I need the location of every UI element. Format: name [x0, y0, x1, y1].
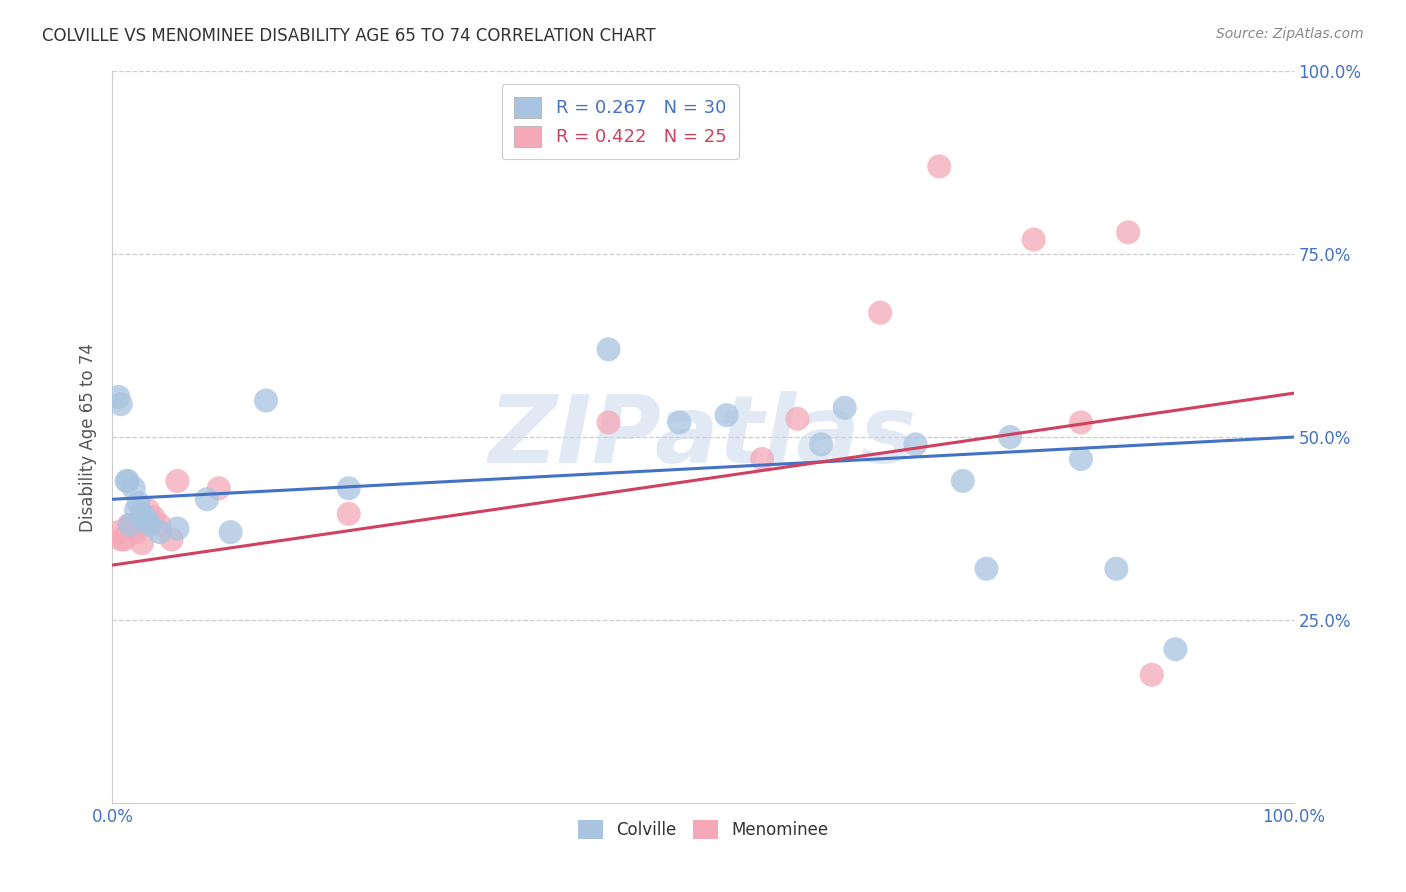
Point: [136, 514, 159, 528]
Point: [160, 533, 183, 547]
Point: [134, 510, 156, 524]
Point: [110, 533, 132, 547]
Point: [751, 452, 773, 467]
Point: [122, 481, 145, 495]
Point: [1140, 667, 1163, 681]
Point: [118, 517, 141, 532]
Point: [127, 496, 149, 510]
Point: [1105, 562, 1128, 576]
Point: [834, 401, 856, 415]
Point: [208, 481, 231, 495]
Point: [142, 510, 165, 524]
Text: ZIPatlas: ZIPatlas: [489, 391, 917, 483]
Point: [219, 525, 242, 540]
Y-axis label: Disability Age 65 to 74: Disability Age 65 to 74: [79, 343, 97, 532]
Point: [810, 437, 832, 451]
Point: [1070, 416, 1092, 430]
Point: [131, 536, 153, 550]
Point: [1070, 452, 1092, 467]
Point: [139, 517, 162, 532]
Point: [337, 481, 360, 495]
Point: [115, 474, 138, 488]
Point: [976, 562, 998, 576]
Point: [149, 525, 172, 540]
Point: [598, 343, 620, 357]
Point: [1116, 225, 1139, 239]
Point: [928, 160, 950, 174]
Point: [149, 517, 172, 532]
Point: [337, 507, 360, 521]
Point: [952, 474, 974, 488]
Point: [254, 393, 277, 408]
Point: [107, 390, 129, 404]
Point: [136, 503, 159, 517]
Point: [904, 437, 927, 451]
Point: [125, 525, 148, 540]
Point: [598, 416, 620, 430]
Legend: Colville, Menominee: Colville, Menominee: [571, 814, 835, 846]
Point: [166, 521, 188, 535]
Point: [120, 517, 142, 532]
Point: [668, 416, 690, 430]
Point: [112, 533, 135, 547]
Point: [998, 430, 1021, 444]
Point: [125, 503, 148, 517]
Point: [107, 525, 129, 540]
Point: [869, 306, 891, 320]
Point: [127, 517, 149, 532]
Point: [122, 517, 145, 532]
Point: [131, 507, 153, 521]
Point: [120, 517, 142, 532]
Text: Source: ZipAtlas.com: Source: ZipAtlas.com: [1216, 27, 1364, 41]
Point: [166, 474, 188, 488]
Point: [195, 492, 218, 507]
Point: [110, 397, 132, 411]
Text: COLVILLE VS MENOMINEE DISABILITY AGE 65 TO 74 CORRELATION CHART: COLVILLE VS MENOMINEE DISABILITY AGE 65 …: [42, 27, 655, 45]
Point: [117, 474, 139, 488]
Point: [786, 412, 808, 426]
Point: [1164, 642, 1187, 657]
Point: [1022, 233, 1045, 247]
Point: [716, 408, 738, 422]
